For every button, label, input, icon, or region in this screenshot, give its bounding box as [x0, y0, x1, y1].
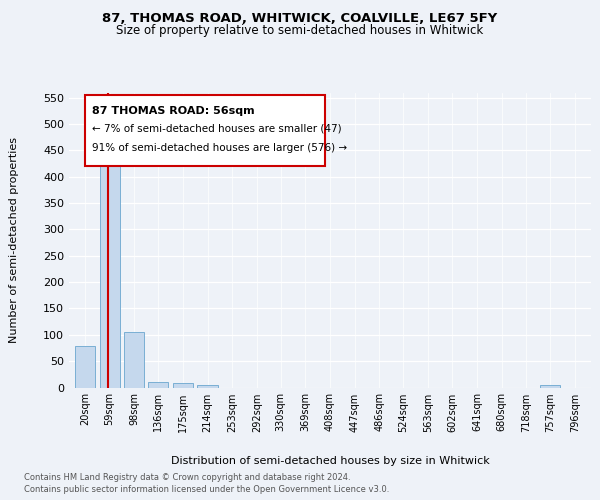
Bar	[75, 346, 95, 388]
Bar	[148, 382, 169, 388]
Text: 91% of semi-detached houses are larger (576) →: 91% of semi-detached houses are larger (…	[92, 142, 347, 152]
Text: Contains HM Land Registry data © Crown copyright and database right 2024.: Contains HM Land Registry data © Crown c…	[24, 472, 350, 482]
Text: Distribution of semi-detached houses by size in Whitwick: Distribution of semi-detached houses by …	[170, 456, 490, 466]
Bar	[100, 152, 120, 388]
Bar	[173, 384, 193, 388]
Y-axis label: Number of semi-detached properties: Number of semi-detached properties	[10, 137, 19, 343]
Bar	[124, 332, 145, 388]
Text: 87 THOMAS ROAD: 56sqm: 87 THOMAS ROAD: 56sqm	[92, 106, 255, 116]
Text: ← 7% of semi-detached houses are smaller (47): ← 7% of semi-detached houses are smaller…	[92, 124, 342, 134]
Text: 87, THOMAS ROAD, WHITWICK, COALVILLE, LE67 5FY: 87, THOMAS ROAD, WHITWICK, COALVILLE, LE…	[103, 12, 497, 26]
Bar	[197, 385, 218, 388]
Bar	[540, 385, 560, 388]
Text: Contains public sector information licensed under the Open Government Licence v3: Contains public sector information licen…	[24, 485, 389, 494]
Text: Size of property relative to semi-detached houses in Whitwick: Size of property relative to semi-detach…	[116, 24, 484, 37]
FancyBboxPatch shape	[85, 96, 325, 166]
